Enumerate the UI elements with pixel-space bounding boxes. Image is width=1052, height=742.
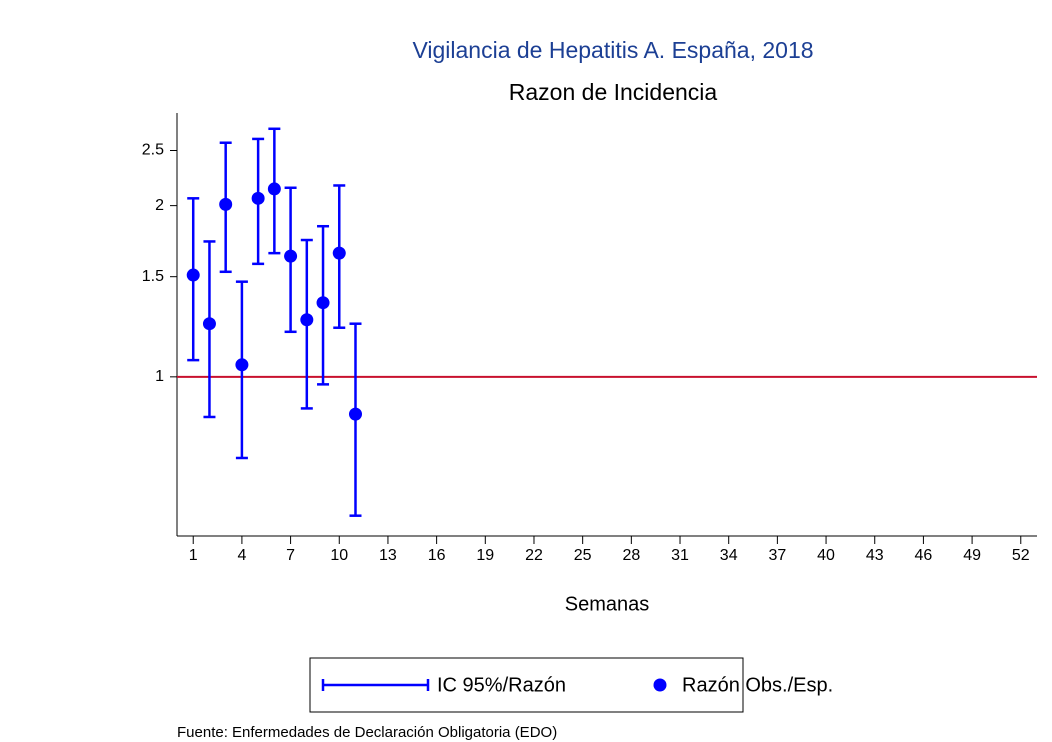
point [348,407,362,421]
x-tick-label: 43 [866,547,884,564]
x-tick-label: 16 [428,547,446,564]
x-tick-label: 40 [817,547,835,564]
x-tick-label: 49 [963,547,981,564]
source-note: Fuente: Enfermedades de Declaración Obli… [177,724,557,741]
y-tick-label: 2 [155,197,164,214]
x-tick-label: 28 [622,547,640,564]
x-tick-label: 10 [330,547,348,564]
legend-label: IC 95%/Razón [437,674,566,696]
x-tick-label: 31 [671,547,689,564]
point [202,317,216,331]
point [186,268,200,282]
legend-box [309,657,744,713]
y-tick-label: 2.5 [142,142,164,159]
legend-swatch [653,678,667,692]
x-axis-label: Semanas [565,593,650,615]
point [332,246,346,260]
point [316,296,330,310]
x-tick-label: 13 [379,547,397,564]
chart-subtitle: Razon de Incidencia [509,79,718,105]
x-tick-label: 7 [286,547,295,564]
x-tick-label: 4 [237,547,246,564]
x-tick-label: 25 [574,547,592,564]
legend-label: Razón Obs./Esp. [682,674,833,696]
x-tick-label: 22 [525,547,543,564]
y-tick-label: 1.5 [142,268,164,285]
x-tick-label: 34 [720,547,738,564]
point [235,358,249,372]
point [251,191,265,205]
x-tick-label: 19 [476,547,494,564]
x-tick-label: 37 [768,547,786,564]
chart-title: Vigilancia de Hepatitis A. España, 2018 [412,37,813,63]
point [300,313,314,327]
x-tick-label: 52 [1012,547,1030,564]
point [267,182,281,196]
point [219,197,233,211]
point [284,249,298,263]
y-tick-label: 1 [155,368,164,385]
x-tick-label: 46 [915,547,933,564]
x-tick-label: 1 [189,547,198,564]
